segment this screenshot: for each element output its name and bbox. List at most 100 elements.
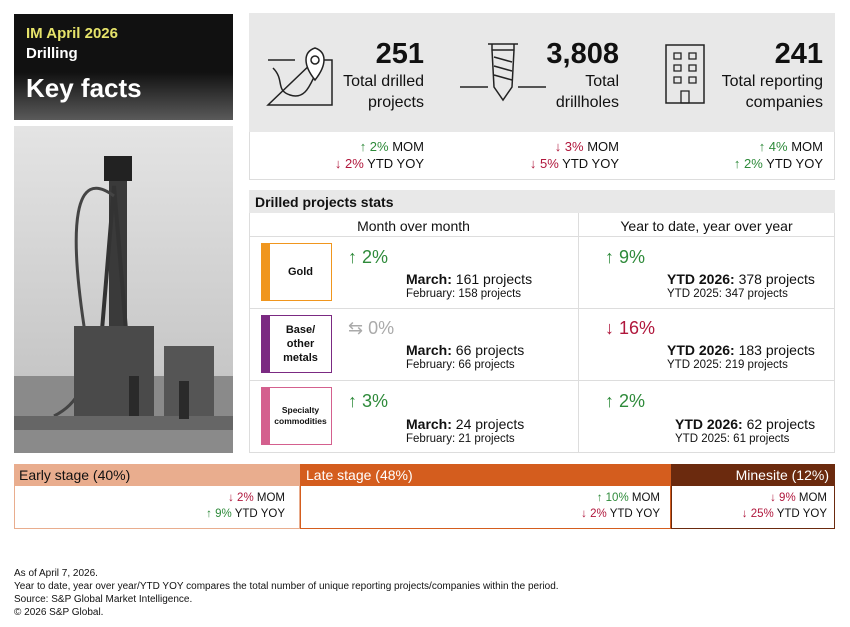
stats-title-band xyxy=(249,190,835,213)
current-label: March: xyxy=(406,342,452,358)
change-label: YTD YOY xyxy=(234,508,285,520)
current: YTD 2026: 378 projects xyxy=(667,271,815,287)
kpi-label-line: companies xyxy=(745,94,823,111)
change: ↓ 2% xyxy=(228,492,254,504)
current-value: 161 projects xyxy=(455,271,533,287)
current-value: 66 projects xyxy=(455,342,525,358)
stage-header xyxy=(14,464,300,486)
current-value: 378 projects xyxy=(738,271,815,287)
commodity-box: Base/ other metals xyxy=(261,315,332,373)
change-label: YTD YOY xyxy=(367,156,424,171)
kpi-yoy: ↓ 5% YTD YOY xyxy=(530,156,619,171)
change: ↑ 4% xyxy=(758,139,788,154)
map-icon xyxy=(266,47,333,106)
current: YTD 2026: 62 projects xyxy=(675,416,815,432)
stage-yoy: ↑ 9% YTD YOY xyxy=(206,508,285,520)
drill-icon xyxy=(460,43,546,102)
divider xyxy=(249,308,835,309)
change: ↑ 10% xyxy=(596,492,629,504)
kpi-label: Total reporting companies xyxy=(722,71,823,113)
stage-name: Early stage (40%) xyxy=(19,467,131,483)
commodity-box: Specialty commodities xyxy=(261,387,332,445)
kpi-label-line: Total drilled xyxy=(343,73,424,90)
kpi-value: 251 xyxy=(375,38,424,70)
change-label: MOM xyxy=(256,492,285,504)
divider xyxy=(249,236,835,237)
change-label: YTD YOY xyxy=(766,156,823,171)
kpi-label: Total drilled projects xyxy=(343,71,424,113)
current: March: 161 projects xyxy=(406,271,532,287)
change: ↓ 25% xyxy=(741,508,774,520)
stage-name: Late stage (48%) xyxy=(306,467,413,483)
change: ⇆ 0% xyxy=(348,318,395,338)
title: Key facts xyxy=(26,73,142,103)
kpi-value: 241 xyxy=(774,38,823,70)
kpi-mom: ↑ 2% MOM xyxy=(360,139,424,154)
stage-yoy: ↓ 25% YTD YOY xyxy=(742,508,827,520)
current-value: 62 projects xyxy=(746,416,816,432)
section: Drilling xyxy=(26,45,78,62)
change-label: MOM xyxy=(587,139,619,154)
current-label: March: xyxy=(406,416,452,432)
stage-header xyxy=(671,464,835,486)
kpi-label-line: projects xyxy=(367,94,424,111)
change: ↑ 9% xyxy=(605,247,646,267)
kpi-yoy: ↓ 2% YTD YOY xyxy=(335,156,424,171)
change: ↑ 2% xyxy=(359,139,389,154)
column-header: Month over month xyxy=(357,218,470,234)
change: ↑ 3% xyxy=(348,391,389,411)
commodity-box: Gold xyxy=(261,243,332,301)
stage-header xyxy=(300,464,671,486)
change-label: MOM xyxy=(791,139,823,154)
footnote: Source: S&P Global Market Intelligence. xyxy=(14,594,193,605)
change-label: MOM xyxy=(392,139,424,154)
kpi-label-line: Total reporting xyxy=(721,73,823,90)
previous: February: 66 projects xyxy=(406,359,515,371)
current: YTD 2026: 183 projects xyxy=(667,342,815,358)
stage-mom: ↓ 2% MOM xyxy=(228,492,285,504)
change: ↑ 2% xyxy=(733,156,763,171)
stage-mom: ↓ 9% MOM xyxy=(770,492,827,504)
current-label: YTD 2026: xyxy=(667,342,735,358)
kpi-mom: ↓ 3% MOM xyxy=(555,139,619,154)
stage-mom: ↑ 10% MOM xyxy=(597,492,660,504)
change: ↑ 2% xyxy=(605,391,646,411)
previous: February: 158 projects xyxy=(406,288,522,300)
change: ↑ 9% xyxy=(206,508,232,520)
change: ↓ 2% xyxy=(334,156,364,171)
kpi-yoy: ↑ 2% YTD YOY xyxy=(734,156,823,171)
building-icon xyxy=(665,44,705,104)
current-label: YTD 2026: xyxy=(667,271,735,287)
divider xyxy=(578,213,579,453)
header-box xyxy=(14,14,233,120)
change-label: YTD YOY xyxy=(562,156,619,171)
previous: February: 21 projects xyxy=(406,433,515,445)
stats-title: Drilled projects stats xyxy=(255,194,394,210)
current-value: 183 projects xyxy=(738,342,815,358)
kpi-value: 3,808 xyxy=(546,38,619,70)
change: ↓ 16% xyxy=(605,318,656,338)
current-label: YTD 2026: xyxy=(675,416,743,432)
stage-name: Minesite (12%) xyxy=(735,467,829,483)
kpi-label: Total drillholes xyxy=(556,71,619,113)
previous: YTD 2025: 219 projects xyxy=(667,359,788,371)
photo xyxy=(14,126,233,453)
previous: YTD 2025: 347 projects xyxy=(667,288,788,300)
change-label: MOM xyxy=(798,492,827,504)
change-label: MOM xyxy=(631,492,660,504)
kpi-mom: ↑ 4% MOM xyxy=(759,139,823,154)
current-label: March: xyxy=(406,271,452,287)
current-value: 24 projects xyxy=(455,416,525,432)
change-label: YTD YOY xyxy=(776,508,827,520)
change: ↓ 5% xyxy=(529,156,559,171)
column-header: Year to date, year over year xyxy=(620,218,793,234)
commodity: Gold xyxy=(287,266,314,278)
current: March: 24 projects xyxy=(406,416,524,432)
divider xyxy=(249,380,835,381)
current: March: 66 projects xyxy=(406,342,524,358)
change-label: YTD YOY xyxy=(609,508,660,520)
issue: IM April 2026 xyxy=(26,25,118,42)
kpi-label-line: Total xyxy=(585,73,619,90)
commodity: Base/ other metals xyxy=(283,324,318,364)
